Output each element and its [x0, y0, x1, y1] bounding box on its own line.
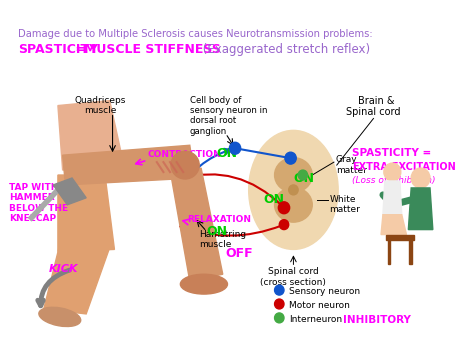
Text: Interneuron: Interneuron [289, 315, 342, 324]
Circle shape [285, 152, 296, 164]
Text: MUSCLE STIFFNESS: MUSCLE STIFFNESS [84, 43, 221, 56]
Ellipse shape [249, 130, 338, 250]
Text: White
matter: White matter [329, 195, 360, 214]
Text: SPASTICITY =: SPASTICITY = [352, 148, 431, 158]
Circle shape [274, 285, 284, 295]
Polygon shape [63, 145, 194, 185]
Text: ON: ON [263, 193, 284, 206]
Ellipse shape [274, 187, 312, 222]
Polygon shape [171, 168, 223, 281]
Text: EXTRA-EXCITATION: EXTRA-EXCITATION [352, 162, 456, 172]
Polygon shape [408, 188, 433, 230]
Ellipse shape [39, 307, 81, 327]
Bar [409, 240, 412, 264]
Text: INHIBITORY: INHIBITORY [343, 315, 411, 325]
Circle shape [384, 163, 401, 181]
Text: ON: ON [207, 225, 228, 237]
Text: Spinal cord
(cross section): Spinal cord (cross section) [261, 267, 327, 287]
Text: TAP WITH
HAMMER
BELOW THE
KNEECAP: TAP WITH HAMMER BELOW THE KNEECAP [9, 183, 68, 223]
Text: Hamstring
muscle: Hamstring muscle [199, 230, 246, 249]
Text: =: = [71, 43, 91, 56]
Text: (Loss of Inhibition): (Loss of Inhibition) [352, 176, 435, 185]
Polygon shape [44, 245, 109, 314]
Ellipse shape [171, 151, 199, 179]
Bar [388, 240, 391, 264]
Text: Sensory neuron: Sensory neuron [289, 287, 360, 296]
Circle shape [279, 220, 289, 230]
Polygon shape [58, 100, 124, 170]
Text: Cell body of
sensory neuron in
dorsal root
ganglion: Cell body of sensory neuron in dorsal ro… [190, 95, 267, 136]
Circle shape [274, 313, 284, 323]
Ellipse shape [181, 274, 228, 294]
Text: (Exaggerated stretch reflex): (Exaggerated stretch reflex) [199, 43, 370, 56]
Text: Damage due to Multiple Sclerosis causes Neurotransmission problems:: Damage due to Multiple Sclerosis causes … [18, 29, 373, 39]
Text: Brain &: Brain & [358, 95, 394, 106]
Text: SPASTICITY: SPASTICITY [18, 43, 98, 56]
Text: Quadriceps
muscle: Quadriceps muscle [74, 95, 126, 115]
Bar [386, 235, 414, 240]
Circle shape [278, 202, 290, 214]
Circle shape [274, 299, 284, 309]
Circle shape [289, 185, 298, 195]
Text: OFF: OFF [226, 247, 253, 261]
Text: Spinal cord: Spinal cord [346, 106, 401, 116]
Text: RELAXATION: RELAXATION [187, 215, 251, 224]
Polygon shape [383, 181, 402, 215]
Polygon shape [53, 178, 86, 205]
Text: ON: ON [216, 147, 237, 160]
Circle shape [298, 170, 308, 180]
Text: ON: ON [293, 172, 314, 185]
Text: Motor neuron: Motor neuron [289, 301, 350, 310]
Text: Gray
matter: Gray matter [336, 155, 367, 175]
Text: CONTRACTION: CONTRACTION [147, 150, 221, 159]
Circle shape [229, 142, 241, 154]
Ellipse shape [274, 158, 312, 192]
Circle shape [411, 168, 430, 188]
Text: KICK: KICK [48, 264, 78, 274]
Polygon shape [381, 215, 407, 235]
Polygon shape [58, 175, 114, 251]
